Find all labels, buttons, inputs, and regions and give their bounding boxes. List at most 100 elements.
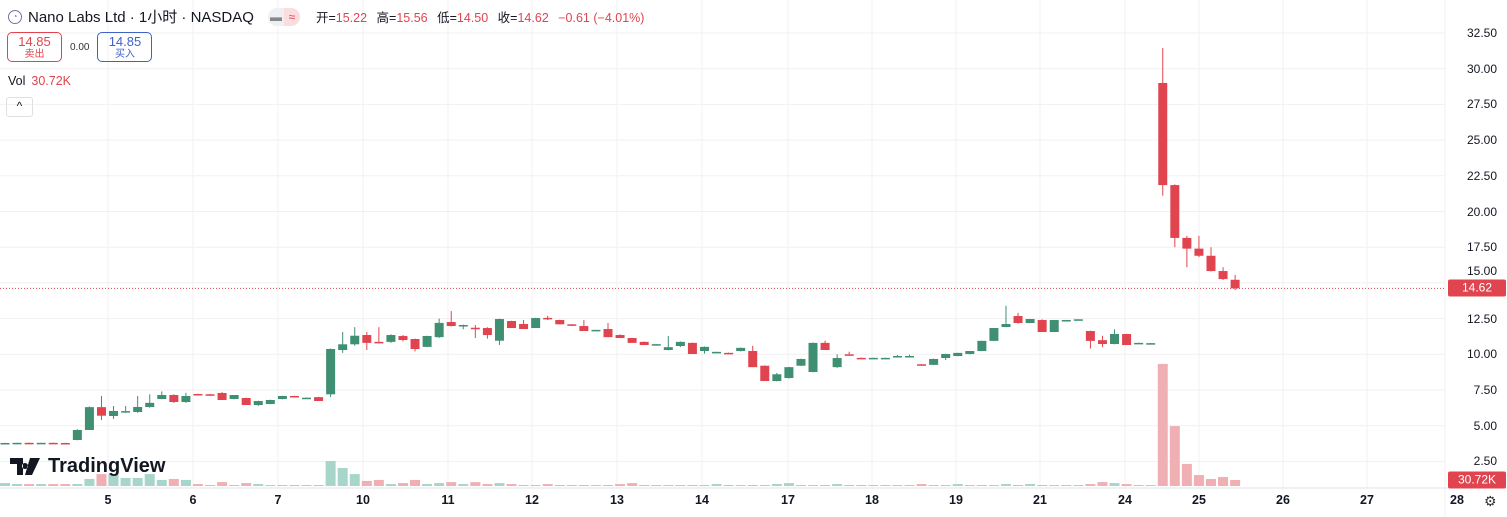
volume-bar [422,484,433,486]
symbol-legend: ◔ Nano Labs Ltd · 1小时 · NASDAQ ▬ ≈ 开=15.… [8,6,650,27]
volume-bar [1061,485,1072,486]
candle-down [241,397,251,405]
candle-down [555,320,565,325]
volume-bar [675,485,686,486]
candle-down [844,354,854,356]
price-tick-label: 27.50 [1466,97,1497,112]
volume-bar [458,484,469,486]
volume-bar [48,484,59,486]
candle-up [326,349,336,395]
price-tick-label: 22.50 [1466,168,1497,183]
candle-up [772,374,782,382]
time-tick-label: 24 [1118,493,1132,507]
candle-down [856,357,866,360]
candle-up [868,357,878,360]
candle-down [724,352,734,355]
candle-up [253,400,263,405]
price-tick-label: 5.00 [1473,418,1497,433]
candle-up [458,325,468,327]
candle-down [1097,340,1107,345]
sell-button[interactable]: 14.85 卖出 [7,32,62,62]
candle-down [507,321,517,329]
candle-up [434,322,444,338]
volume-bar [96,474,107,486]
volume-bar [36,484,47,486]
volume-bar [940,485,951,486]
volume-bar [313,485,324,486]
price-tick-label: 10.00 [1466,347,1497,362]
volume-bar [205,485,216,486]
time-tick-label: 14 [695,493,709,507]
candle-up [277,395,287,399]
volume-bar [217,482,228,486]
time-tick-label: 25 [1192,493,1206,507]
volume-bar [651,485,662,486]
volume-bar [639,485,650,486]
time-tick-label: 28 [1450,493,1464,507]
mode-wave-button[interactable]: ≈ [283,7,300,26]
candle-up [350,335,360,345]
time-tick-label: 5 [104,493,112,507]
candle-down [1170,185,1180,238]
candle-up [1146,343,1156,345]
buy-sell-panel: 14.85 卖出 0.00 14.85 买入 [7,32,153,62]
candle-up [1049,320,1059,333]
volume-bar [385,484,396,486]
volume-bar [1049,485,1060,486]
candle-down [314,397,324,401]
volume-bar [349,474,360,486]
candle-down [1013,316,1023,324]
candle-down [1230,279,1240,289]
candle-up [880,357,890,360]
chart-mode-toggle[interactable]: ▬ ≈ [267,7,300,26]
candle-up [651,344,661,346]
candle-up [265,399,275,404]
tradingview-logo-text: TradingView [48,455,166,477]
candle-up [832,358,842,368]
candle-up [121,411,131,413]
candle-down [169,394,179,402]
volume-bar [578,485,589,486]
tradingview-logo[interactable]: TradingView [10,455,165,478]
spread-value: 0.00 [70,41,90,53]
volume-bar [277,485,288,486]
settings-gear-icon[interactable]: ⚙ [1484,493,1497,509]
symbol-title[interactable]: Nano Labs Ltd · 1小时 · NASDAQ [28,9,254,26]
candle-up [1061,320,1071,322]
ohlc-values: 开=15.22 高=15.56 低=14.50 收=14.62 −0.61 (−… [316,7,650,26]
volume-bar [554,485,565,486]
time-tick-label: 11 [441,493,455,507]
candle-down [603,329,613,338]
time-tick-label: 18 [865,493,879,507]
volume-bar [397,483,408,486]
collapse-legend-button[interactable]: ^ [6,97,33,117]
volume-bar [84,478,95,486]
buy-button[interactable]: 14.85 买入 [97,32,153,62]
volume-bar [663,485,674,486]
candle-up [736,347,746,352]
volume-bar [0,483,10,486]
close-label: 收= [497,11,518,25]
volume-bar [1085,484,1096,486]
volume-bar [12,484,23,486]
volume-bar [494,483,505,486]
candle-up [784,367,794,379]
mode-bars-button[interactable]: ▬ [269,9,282,24]
volume-bar [1037,485,1048,486]
volume-bar [1145,485,1156,486]
candle-up [989,328,999,341]
volume-bar [1181,463,1192,486]
volume-bar [1133,485,1144,486]
volume-bar [518,485,529,486]
candle-up [712,351,722,354]
time-tick-label: 7 [274,493,282,507]
low-value: 14.50 [456,11,489,25]
candle-down [1122,334,1132,346]
volume-bar [590,485,601,486]
buy-price: 14.85 [108,34,142,49]
volume-bar [60,484,71,486]
volume-bar [24,484,35,486]
volume-bar [808,485,819,486]
candle-down [374,341,384,344]
